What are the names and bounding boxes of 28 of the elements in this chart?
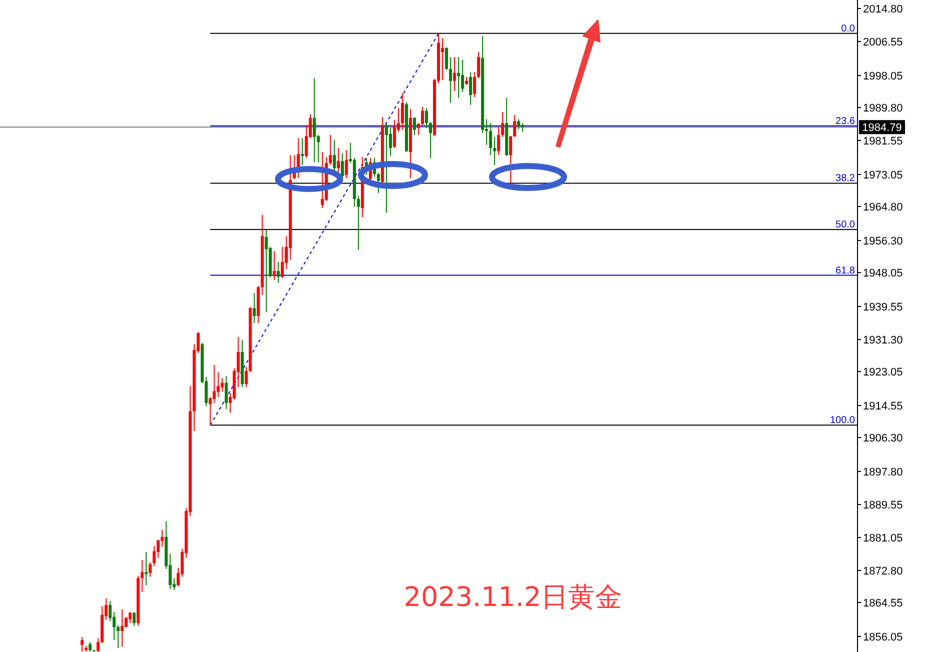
annotation: 2023.11.2日黄金 [404,582,622,613]
y-tick-label: 1956.30 [863,236,903,248]
annotation: 61.8 [836,265,856,276]
y-tick-label: 1939.55 [863,302,903,314]
y-tick-label: 1981.55 [863,136,903,148]
y-tick-label: 1923.05 [863,366,903,378]
y-tick-label: 1973.05 [863,170,903,182]
y-tick-label: 1931.30 [863,334,903,346]
y-tick-label: 1889.55 [863,500,903,512]
y-tick-label: 1964.80 [863,202,903,214]
y-tick-label: 1872.80 [863,566,903,578]
y-tick-label: 1897.80 [863,466,903,478]
y-tick-label: 1914.55 [863,400,903,412]
y-tick-label: 1881.05 [863,532,903,544]
annotation: 23.6 [836,116,856,127]
annotation: 38.2 [836,173,856,184]
y-tick-label: 1856.05 [863,632,903,644]
y-tick-label: 1998.05 [863,70,903,82]
y-tick-label: 1948.05 [863,268,903,280]
y-tick-label: 1906.30 [863,432,903,444]
annotation: 100.0 [830,415,856,426]
y-tick-label: 1989.80 [863,102,903,114]
y-tick-label: 2006.55 [863,36,903,48]
y-tick-label: 2014.80 [863,4,903,16]
y-tick-label: 1864.55 [863,598,903,610]
ref-line-label: 1984.79 [862,122,902,134]
annotation: 0.0 [841,23,856,34]
annotation: 50.0 [836,219,856,230]
